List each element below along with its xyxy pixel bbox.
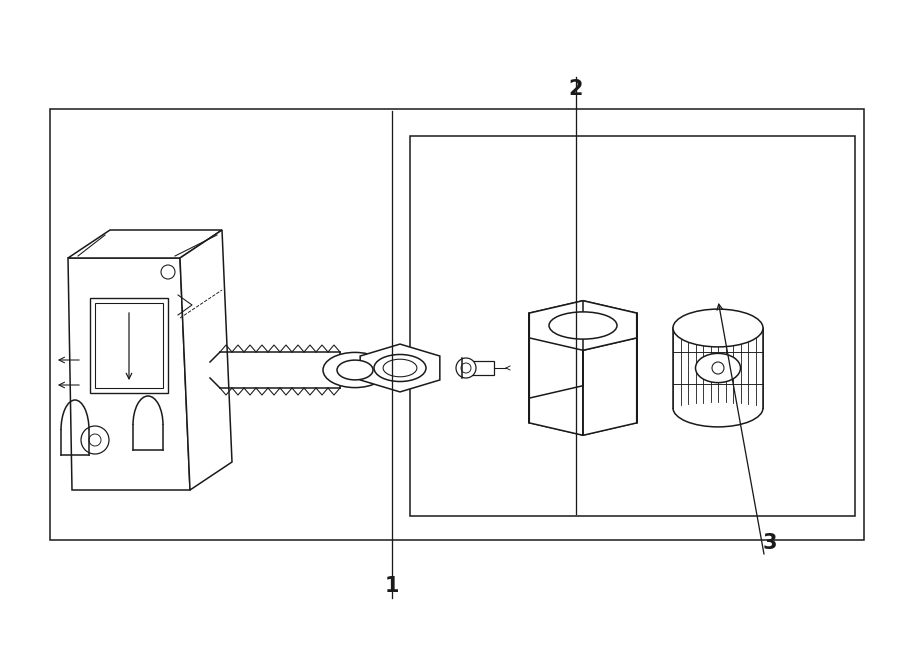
Ellipse shape bbox=[549, 397, 617, 424]
Polygon shape bbox=[529, 301, 636, 350]
Circle shape bbox=[81, 426, 109, 454]
Polygon shape bbox=[68, 230, 222, 258]
Circle shape bbox=[89, 434, 101, 446]
Bar bbox=[673, 328, 763, 408]
Ellipse shape bbox=[374, 354, 426, 381]
Polygon shape bbox=[360, 344, 440, 392]
Circle shape bbox=[461, 363, 471, 373]
Polygon shape bbox=[529, 301, 583, 398]
Bar bbox=[90, 298, 168, 393]
Ellipse shape bbox=[323, 352, 387, 387]
Bar bbox=[95, 303, 163, 388]
Ellipse shape bbox=[696, 354, 741, 383]
Circle shape bbox=[712, 362, 724, 374]
Text: 3: 3 bbox=[762, 533, 777, 553]
Polygon shape bbox=[529, 338, 583, 436]
Circle shape bbox=[456, 358, 476, 378]
Ellipse shape bbox=[673, 309, 763, 347]
Bar bbox=[462, 361, 494, 375]
Ellipse shape bbox=[383, 359, 417, 377]
Polygon shape bbox=[68, 258, 190, 490]
Text: 1: 1 bbox=[384, 576, 399, 596]
Polygon shape bbox=[180, 230, 232, 490]
Bar bbox=[410, 136, 855, 516]
Circle shape bbox=[161, 265, 175, 279]
Polygon shape bbox=[529, 386, 636, 436]
Text: 2: 2 bbox=[569, 79, 583, 99]
Bar bbox=[50, 109, 864, 540]
Ellipse shape bbox=[549, 312, 617, 339]
Polygon shape bbox=[583, 338, 636, 436]
Polygon shape bbox=[583, 301, 636, 398]
Ellipse shape bbox=[337, 360, 373, 380]
